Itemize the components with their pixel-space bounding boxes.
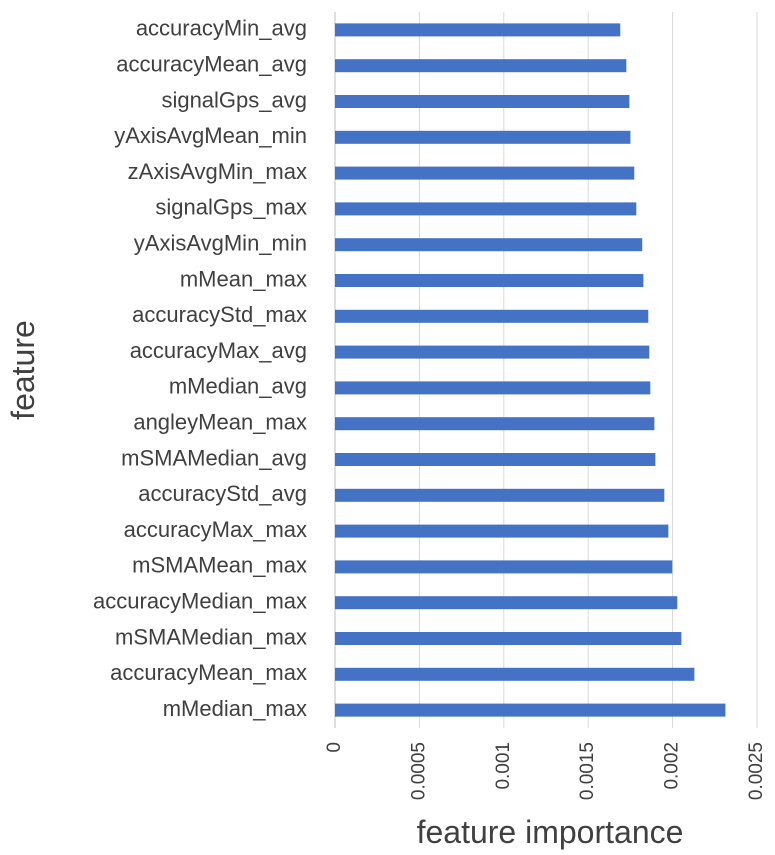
- y-tick-label: accuracyMean_max: [110, 660, 307, 685]
- bar: [335, 488, 665, 502]
- bar: [335, 238, 643, 252]
- y-axis-label: feature: [5, 320, 41, 420]
- bar: [335, 59, 627, 73]
- bar: [335, 417, 655, 431]
- y-tick-label: mMedian_avg: [169, 374, 307, 399]
- x-tick-label: 0.0005: [408, 742, 429, 800]
- y-tick-label: mMean_max: [180, 266, 307, 291]
- bar: [335, 345, 650, 359]
- bar: [335, 202, 637, 216]
- y-tick-label: mSMAMean_max: [132, 553, 307, 578]
- x-tick-label: 0: [324, 742, 345, 753]
- y-tick-label: signalGps_avg: [161, 87, 307, 112]
- bar: [335, 23, 621, 37]
- bar: [335, 453, 656, 466]
- y-tick-label: mMedian_max: [163, 696, 307, 721]
- y-tick-label: accuracyMax_avg: [130, 338, 307, 363]
- y-tick-label: yAxisAvgMean_min: [114, 123, 307, 148]
- bar: [335, 130, 631, 144]
- bar: [335, 560, 673, 574]
- bar: [335, 95, 630, 108]
- y-tick-label: mSMAMedian_max: [115, 624, 307, 649]
- x-tick-label: 0.001: [493, 742, 514, 790]
- y-tick-label: mSMAMedian_avg: [121, 445, 307, 470]
- bar: [335, 632, 682, 645]
- bar: [335, 381, 651, 395]
- bar: [335, 703, 726, 717]
- bar: [335, 166, 635, 180]
- bar: [335, 596, 678, 610]
- bar: [335, 667, 695, 681]
- y-tick-label: accuracyMin_avg: [136, 16, 307, 41]
- y-tick-label: zAxisAvgMin_max: [128, 159, 307, 184]
- bar: [335, 274, 644, 287]
- y-tick-label: angleyMean_max: [133, 410, 307, 435]
- y-tick-label: yAxisAvgMin_min: [134, 231, 307, 256]
- bar: [335, 309, 649, 323]
- x-tick-label: 0.002: [662, 742, 683, 790]
- y-tick-label: signalGps_max: [155, 195, 307, 220]
- y-tick-label: accuracyMean_avg: [116, 52, 307, 77]
- x-tick-label: 0.0015: [577, 742, 598, 800]
- y-tick-label: accuracyMedian_max: [93, 589, 307, 614]
- y-tick-label: accuracyStd_avg: [138, 481, 307, 506]
- y-tick-label: accuracyMax_max: [124, 517, 307, 542]
- bar: [335, 524, 669, 538]
- x-tick-label: 0.0025: [746, 742, 767, 800]
- y-tick-label: accuracyStd_max: [132, 302, 307, 327]
- x-axis-label: feature importance: [417, 814, 684, 850]
